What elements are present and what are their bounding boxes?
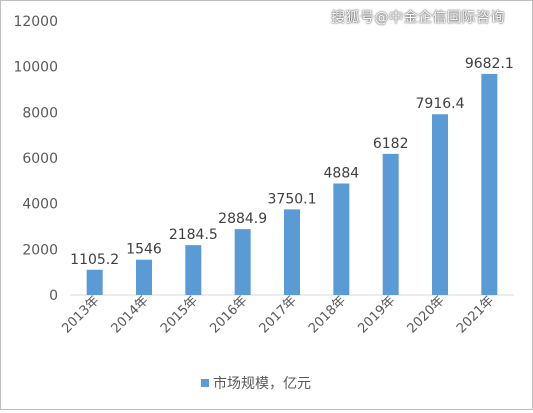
x-tick-label: 2014年 (109, 293, 152, 336)
data-label: 6182 (373, 136, 409, 152)
x-tick-label: 2015年 (158, 293, 201, 336)
data-label: 1546 (126, 242, 162, 258)
data-label: 3750.1 (268, 191, 317, 207)
bar (136, 259, 152, 295)
x-tick-label: 2019年 (355, 293, 398, 336)
data-label: 2884.9 (218, 211, 267, 227)
x-axis-ticks: 2013年 2014年 2015年 2016年 2017年 2018年 2019年 2020年… (59, 293, 497, 336)
bar (86, 269, 103, 295)
watermark-text: 搜狐号@中金企信国际咨询 (331, 10, 505, 26)
y-tick-label: 0 (49, 288, 58, 304)
bar (481, 73, 498, 295)
x-tick-label: 2016年 (207, 293, 250, 336)
data-label: 1105.2 (70, 252, 119, 268)
data-label: 4884 (324, 165, 360, 181)
y-tick-label: 4000 (22, 197, 58, 213)
bar (284, 209, 300, 295)
legend: 市场规模，亿元 (201, 373, 311, 393)
bar-series (86, 73, 498, 295)
legend-label: 市场规模，亿元 (213, 376, 311, 392)
bar (185, 245, 202, 295)
bar (382, 153, 399, 295)
data-label: 9682.1 (465, 56, 514, 72)
legend-swatch (201, 379, 209, 387)
x-tick-label: 2020年 (405, 293, 448, 336)
data-label: 7916.4 (416, 96, 465, 112)
x-tick-label: 2021年 (454, 293, 497, 336)
bar (432, 114, 448, 295)
x-tick-label: 2013年 (59, 293, 102, 336)
bar (234, 229, 251, 295)
bar (333, 183, 350, 295)
data-label: 2184.5 (169, 227, 218, 243)
y-tick-label: 2000 (22, 242, 58, 258)
x-tick-label: 2018年 (306, 293, 349, 336)
y-axis-ticks: 0 2000 4000 6000 8000 10000 12000 (13, 14, 58, 304)
y-tick-label: 6000 (22, 151, 58, 167)
y-tick-label: 12000 (13, 14, 58, 30)
x-tick-label: 2017年 (257, 293, 300, 336)
y-tick-label: 8000 (22, 105, 58, 121)
y-tick-label: 10000 (13, 60, 58, 76)
